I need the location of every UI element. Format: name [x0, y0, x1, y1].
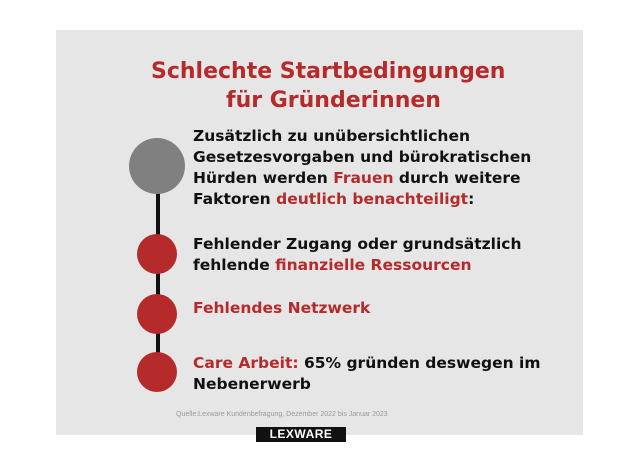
intro-text: Zusätzlich zu unübersichtlichen Gesetzes…: [193, 126, 568, 210]
care-work-highlight: Care Arbeit:: [193, 354, 299, 372]
network-text: Fehlendes Netzwerk: [193, 299, 371, 317]
infographic-panel: Schlechte Startbedingungen für Gründerin…: [56, 30, 583, 442]
lexware-logo: LEXWARE: [256, 427, 346, 442]
intro-text-part: durch weitere Faktoren: [193, 169, 521, 208]
care-work-text-part: 65% gründen deswegen im Nebenerwerb: [193, 354, 541, 393]
intro-highlight-disadvantaged: deutlich benachteiligt: [276, 190, 469, 208]
timeline-dot-care-work: [137, 352, 177, 392]
source-note: Quelle:Lexware Kundenbefragung, Dezember…: [176, 411, 388, 418]
timeline-dot-funding: [137, 234, 177, 274]
timeline-line: [156, 190, 160, 380]
funding-text: Fehlender Zugang oder grundsätzlich fehl…: [193, 234, 568, 276]
timeline-dot-network: [137, 294, 177, 334]
care-work-text: Care Arbeit: 65% gründen deswegen im Neb…: [193, 353, 568, 395]
title-line-1: Schlechte Startbedingungen: [151, 59, 506, 84]
intro-highlight-women: Frauen: [333, 169, 394, 187]
title-line-2: für Gründerinnen: [226, 88, 441, 113]
intro-text-part: :: [468, 190, 475, 208]
funding-highlight: finanzielle Ressourcen: [275, 256, 472, 274]
intro-text-part: Zusätzlich zu unübersichtlichen Gesetzes…: [193, 127, 532, 187]
timeline-dot-intro: [129, 138, 185, 194]
funding-text-part: Fehlender Zugang oder grundsätzlich fehl…: [193, 235, 522, 274]
